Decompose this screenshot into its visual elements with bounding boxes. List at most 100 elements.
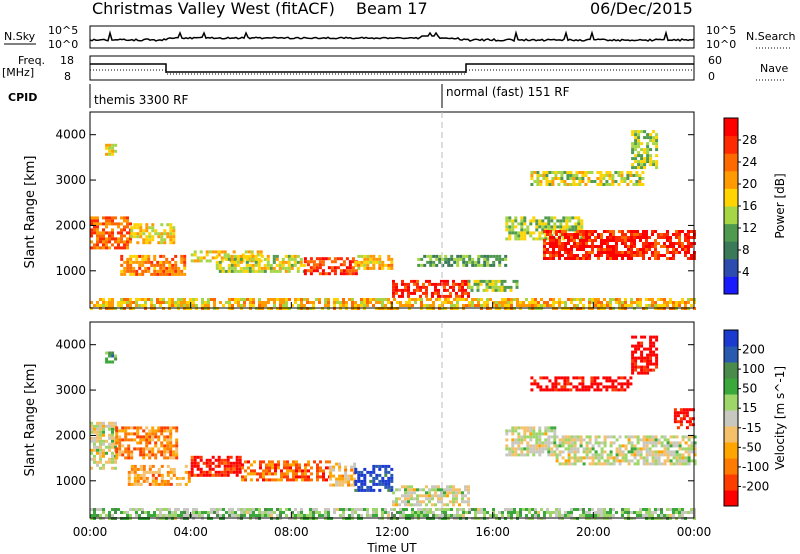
- data-cell: [578, 180, 582, 183]
- data-cell: [573, 239, 576, 242]
- data-cell: [153, 272, 157, 276]
- data-cell: [564, 511, 567, 514]
- data-cell: [148, 235, 152, 239]
- data-cell: [560, 177, 564, 180]
- data-cell: [114, 466, 117, 470]
- data-cell: [558, 298, 561, 301]
- data-cell: [555, 251, 558, 254]
- data-cell: [666, 230, 669, 233]
- data-cell: [560, 376, 564, 380]
- data-cell: [236, 263, 240, 267]
- data-cell: [108, 511, 111, 514]
- data-cell: [669, 245, 672, 248]
- data-cell: [570, 447, 574, 451]
- data-cell: [553, 435, 557, 439]
- data-cell: [351, 266, 355, 270]
- data-cell: [390, 467, 394, 471]
- data-cell: [136, 241, 140, 245]
- data-cell: [631, 344, 635, 348]
- data-cell: [649, 359, 653, 363]
- data-cell: [132, 272, 136, 276]
- data-cell: [639, 239, 642, 242]
- data-cell: [304, 475, 307, 479]
- data-cell: [597, 248, 600, 251]
- data-cell: [515, 285, 519, 289]
- data-cell: [387, 257, 391, 261]
- data-cell: [678, 245, 681, 248]
- data-cell: [240, 304, 243, 307]
- data-cell: [102, 508, 105, 511]
- data-cell: [556, 237, 560, 241]
- data-cell: [157, 438, 161, 442]
- data-cell: [551, 382, 555, 386]
- data-cell: [681, 447, 685, 451]
- data-cell: [148, 456, 152, 460]
- data-cell: [446, 485, 449, 489]
- data-cell: [381, 464, 385, 468]
- data-cell: [597, 511, 600, 514]
- data-cell: [271, 460, 274, 464]
- data-cell: [354, 301, 357, 304]
- data-cell: [544, 225, 548, 229]
- data-cell: [327, 298, 330, 301]
- data-cell: [523, 432, 527, 436]
- data-cell: [565, 225, 569, 229]
- data-cell: [513, 511, 516, 514]
- data-cell: [102, 430, 105, 434]
- data-cell: [159, 511, 162, 514]
- data-cell: [357, 473, 361, 477]
- data-cell: [516, 298, 519, 301]
- data-cell: [184, 482, 188, 486]
- data-cell: [637, 145, 641, 149]
- data-cell: [523, 429, 527, 433]
- data-cell: [561, 230, 564, 233]
- data-cell: [133, 467, 137, 471]
- data-cell: [547, 435, 551, 439]
- data-cell: [259, 259, 263, 263]
- data-cell: [673, 420, 677, 424]
- colorbar-swatch: [724, 442, 738, 459]
- data-cell: [600, 242, 603, 245]
- data-cell: [634, 347, 638, 351]
- colorbar-swatch: [724, 223, 738, 242]
- data-cell: [225, 511, 228, 514]
- data-cell: [395, 282, 398, 286]
- data-cell: [115, 456, 119, 460]
- data-cell: [476, 282, 480, 286]
- data-cell: [552, 298, 555, 301]
- data-cell: [564, 301, 567, 304]
- data-cell: [302, 263, 306, 267]
- data-cell: [426, 514, 429, 517]
- data-cell: [126, 260, 130, 264]
- data-cell: [183, 254, 187, 258]
- data-cell: [552, 236, 555, 239]
- data-cell: [260, 254, 264, 258]
- data-cell: [192, 298, 195, 301]
- data-cell: [387, 301, 390, 304]
- data-cell: [166, 235, 170, 239]
- data-cell: [425, 491, 428, 495]
- data-cell: [108, 436, 111, 440]
- data-cell: [120, 216, 123, 220]
- data-cell: [208, 458, 212, 462]
- data-cell: [387, 464, 391, 468]
- data-cell: [321, 514, 324, 517]
- data-cell: [679, 417, 683, 421]
- data-cell: [555, 233, 558, 236]
- data-cell: [544, 237, 548, 241]
- data-cell: [381, 301, 384, 304]
- data-cell: [342, 304, 345, 307]
- data-cell: [129, 508, 132, 511]
- data-cell: [333, 266, 337, 270]
- data-cell: [357, 254, 361, 258]
- data-cell: [278, 269, 282, 273]
- data-cell: [666, 508, 669, 511]
- data-cell: [258, 511, 261, 514]
- data-cell: [682, 417, 686, 421]
- data-cell: [567, 462, 571, 466]
- data-cell: [183, 514, 186, 517]
- data-cell: [404, 488, 407, 492]
- data-cell: [280, 478, 283, 482]
- data-cell: [298, 466, 301, 470]
- data-cell: [582, 236, 585, 239]
